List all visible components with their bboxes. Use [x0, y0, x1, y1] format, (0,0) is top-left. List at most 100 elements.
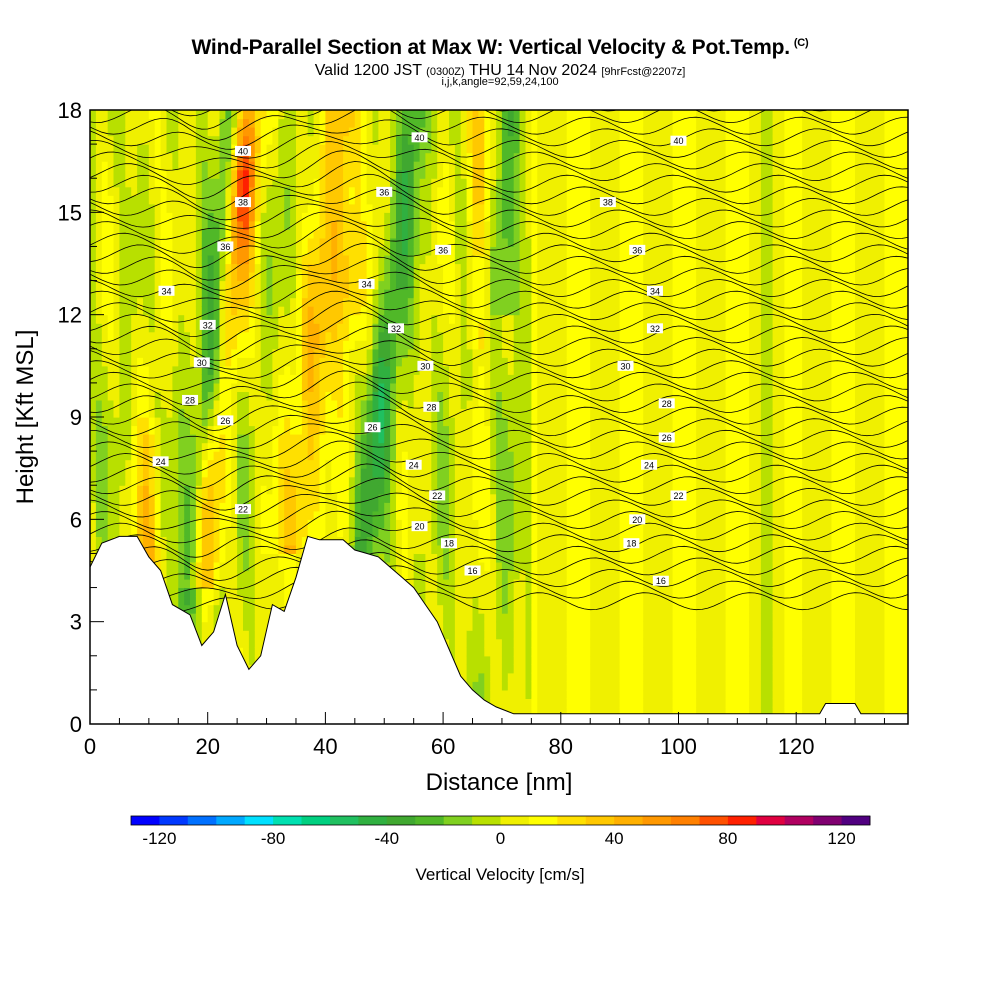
velocity-cell	[119, 203, 126, 213]
velocity-cell	[490, 485, 497, 495]
velocity-cell	[266, 161, 273, 171]
velocity-cell	[195, 297, 203, 307]
velocity-cell	[243, 399, 250, 409]
velocity-cell	[296, 135, 303, 145]
velocity-cell	[237, 553, 244, 563]
velocity-cell	[290, 365, 297, 375]
velocity-cell	[195, 323, 203, 333]
velocity-cell	[137, 399, 144, 409]
velocity-cell	[225, 297, 232, 307]
velocity-cell	[178, 357, 185, 367]
velocity-cell	[460, 169, 468, 179]
velocity-cell	[172, 357, 179, 367]
velocity-cell	[425, 195, 432, 205]
velocity-cell	[384, 237, 391, 247]
velocity-cell	[343, 399, 350, 409]
velocity-cell	[113, 135, 120, 145]
velocity-cell	[484, 289, 491, 299]
velocity-cell	[484, 579, 491, 589]
velocity-cell	[466, 152, 474, 162]
velocity-cell	[166, 169, 173, 179]
velocity-cell	[449, 110, 456, 120]
velocity-cell	[113, 417, 120, 427]
velocity-cell	[313, 186, 321, 196]
velocity-cell	[325, 425, 332, 435]
velocity-cell	[231, 340, 238, 350]
velocity-cell	[431, 152, 438, 162]
velocity-cell	[296, 203, 303, 213]
velocity-cell	[90, 357, 97, 367]
velocity-cell	[90, 186, 97, 196]
velocity-cell	[460, 263, 468, 273]
velocity-cell	[119, 246, 126, 256]
velocity-cell	[431, 195, 438, 205]
velocity-cell	[431, 579, 438, 589]
velocity-cell	[360, 127, 368, 137]
velocity-cell	[107, 519, 115, 529]
velocity-cell	[460, 399, 468, 409]
velocity-cell	[331, 459, 338, 469]
velocity-cell	[343, 195, 350, 205]
velocity-cell	[337, 493, 344, 503]
velocity-cell	[160, 365, 168, 375]
velocity-cell	[454, 647, 462, 657]
velocity-cell	[301, 340, 309, 350]
velocity-cell	[419, 118, 427, 128]
velocity-cell	[148, 314, 156, 324]
velocity-cell	[219, 186, 226, 196]
velocity-cell	[107, 263, 115, 273]
velocity-cell	[107, 425, 115, 435]
velocity-cell	[419, 263, 427, 273]
velocity-cell	[195, 161, 203, 171]
velocity-cell	[284, 255, 291, 265]
velocity-cell	[172, 459, 179, 469]
velocity-cell	[254, 476, 262, 486]
velocity-cell	[131, 519, 138, 529]
velocity-cell	[307, 212, 315, 222]
velocity-cell	[413, 502, 421, 512]
velocity-cell	[166, 553, 173, 563]
velocity-cell	[290, 272, 297, 282]
velocity-cell	[172, 255, 179, 265]
velocity-cell	[254, 647, 262, 657]
velocity-cell	[348, 127, 356, 137]
velocity-cell	[248, 408, 256, 418]
velocity-cell	[378, 272, 385, 282]
velocity-cell	[454, 544, 462, 554]
velocity-cell	[360, 289, 368, 299]
velocity-cell	[113, 485, 120, 495]
velocity-cell	[243, 297, 250, 307]
velocity-cell	[290, 255, 297, 265]
velocity-cell	[472, 306, 479, 316]
velocity-cell	[125, 161, 132, 171]
velocity-cell	[278, 604, 285, 614]
velocity-cell	[478, 570, 485, 580]
velocity-cell	[478, 289, 485, 299]
velocity-cell	[125, 493, 132, 503]
velocity-cell	[401, 169, 409, 179]
velocity-cell	[125, 289, 132, 299]
velocity-cell	[466, 502, 474, 512]
velocity-cell	[354, 152, 362, 162]
velocity-cell	[160, 135, 168, 145]
velocity-cell	[201, 144, 209, 154]
velocity-cell	[401, 161, 409, 171]
velocity-cell	[443, 562, 450, 572]
velocity-cell	[119, 161, 126, 171]
velocity-cell	[290, 203, 297, 213]
velocity-cell	[472, 638, 479, 648]
velocity-cell	[466, 374, 474, 384]
velocity-cell	[472, 553, 479, 563]
velocity-cell	[366, 237, 374, 247]
velocity-cell	[125, 374, 132, 384]
velocity-cell	[496, 604, 503, 614]
velocity-cell	[278, 510, 285, 520]
velocity-cell	[254, 161, 262, 171]
velocity-cell	[454, 442, 462, 452]
forecast-info: [9hrFcst@2207z]	[601, 66, 686, 78]
velocity-cell	[278, 382, 285, 392]
velocity-cell	[225, 374, 232, 384]
velocity-cell	[413, 203, 421, 213]
velocity-cell	[325, 527, 332, 537]
velocity-cell	[407, 340, 415, 350]
